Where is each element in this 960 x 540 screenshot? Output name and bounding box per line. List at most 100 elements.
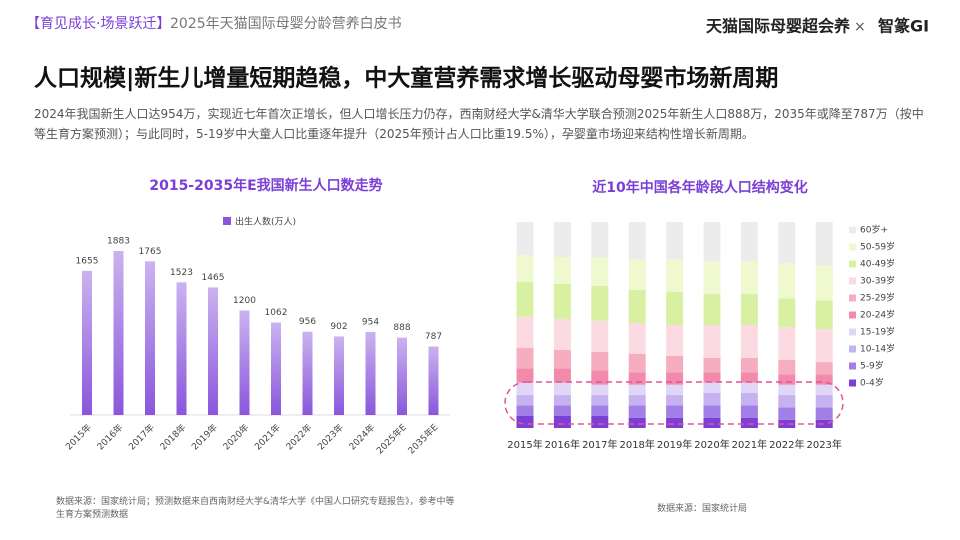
bar: [428, 346, 439, 415]
x-tick-label: 2024年: [346, 421, 377, 452]
bar-segment: [628, 322, 646, 354]
value-label: 954: [362, 317, 379, 327]
bar-segment: [553, 368, 571, 383]
bar: [302, 331, 313, 415]
bar-segment: [516, 382, 534, 396]
value-label: 1655: [76, 256, 99, 266]
x-tick-label: 2021年: [732, 438, 767, 451]
bar-segment: [666, 405, 684, 418]
bar-segment: [778, 222, 796, 264]
bar-segment: [553, 382, 571, 396]
page-title: 人口规模|新生儿增量短期趋稳，中大童营养需求增长驱动母婴市场新周期: [34, 65, 778, 92]
bar-segment: [516, 222, 534, 255]
value-label: 1062: [265, 308, 288, 318]
bar-segment: [628, 417, 646, 428]
bar-segment: [666, 325, 684, 356]
value-label: 787: [425, 332, 442, 342]
bar: [365, 331, 376, 415]
bar-segment: [628, 405, 646, 418]
bar-segment: [815, 384, 833, 396]
source: 数据来源：国家统计局；预测数据来自西南财经大学&清华大学《中国人口研究专题报告》…: [56, 497, 455, 520]
bar-segment: [591, 285, 609, 321]
chart-title: 2015-2035年E我国新生人口数走势: [149, 177, 382, 194]
x-tick-label: 2021年: [252, 421, 283, 452]
bar-segment: [703, 417, 721, 428]
bar-segment: [778, 374, 796, 385]
x-tick-label: 2017年: [126, 421, 157, 452]
x-tick-label: 2015年: [507, 438, 542, 451]
bar-segment: [815, 362, 833, 375]
legend-swatch: [849, 362, 856, 370]
legend-swatch: [849, 311, 856, 319]
bar-segment: [703, 405, 721, 418]
bar-segment: [628, 289, 646, 323]
x-tick-label: 2016年: [94, 421, 125, 452]
legend-label: 0-4岁: [860, 377, 884, 389]
bar-segment: [778, 384, 796, 396]
bar-segment: [666, 292, 684, 325]
bar: [397, 337, 407, 415]
bar: [271, 322, 281, 415]
legend-swatch: [849, 345, 856, 353]
bar-segment: [740, 261, 758, 295]
legend-label: 40-49岁: [860, 258, 895, 270]
bar-segment: [815, 265, 833, 301]
bar-segment: [553, 405, 571, 416]
bar-segment: [740, 382, 758, 393]
bar-segment: [666, 395, 684, 406]
bar-segment: [703, 261, 721, 295]
bar-segment: [666, 417, 684, 428]
legend-label: 25-29岁: [860, 292, 895, 304]
logo-partner: 智篆GI: [878, 17, 929, 36]
value-label: 902: [330, 322, 347, 332]
bar-segment: [778, 360, 796, 375]
logo-brand: 天猫国际母婴超会养: [706, 17, 851, 36]
bar-segment: [703, 392, 721, 406]
x-tick-label: 2035年E: [405, 421, 440, 456]
x-tick-label: 2019年: [657, 438, 692, 451]
bar-segment: [703, 325, 721, 358]
highlight-ring: [504, 381, 844, 425]
legend-label: 出生人数(万人): [235, 216, 296, 228]
legend-swatch: [849, 277, 856, 285]
bar-segment: [591, 370, 609, 385]
bar-segment: [778, 263, 796, 299]
value-label: 1465: [202, 273, 225, 283]
legend-label: 5-9岁: [860, 360, 884, 372]
legend-swatch: [223, 217, 231, 225]
legend-label: 10-14岁: [860, 343, 895, 355]
legend-swatch: [849, 379, 856, 387]
bar-segment: [628, 353, 646, 373]
x-tick-label: 2023年: [315, 421, 346, 452]
x-tick-label: 2020年: [694, 438, 729, 451]
bar-segment: [740, 325, 758, 358]
bar-segment: [628, 222, 646, 260]
bar-segment: [628, 384, 646, 396]
bar-segment: [740, 392, 758, 406]
bar-segment: [553, 283, 571, 319]
legend-swatch: [849, 328, 856, 336]
bar-segment: [666, 222, 684, 260]
bar-segment: [778, 327, 796, 361]
bar-segment: [591, 395, 609, 406]
bar-segment: [740, 294, 758, 325]
header-tag: 【育见成长·场景跃迁】: [26, 16, 170, 32]
x-tick-label: 2025年E: [374, 421, 409, 456]
x-tick-label: 2020年: [220, 421, 251, 452]
bar: [82, 270, 92, 415]
legend-label: 30-39岁: [860, 275, 895, 287]
bar-segment: [815, 300, 833, 330]
value-label: 888: [393, 323, 410, 333]
x-tick-label: 2015年: [63, 421, 94, 452]
bar-segment: [591, 405, 609, 416]
bar-segment: [516, 281, 534, 317]
bar-segment: [778, 419, 796, 428]
bar-segment: [553, 395, 571, 406]
x-tick-label: 2018年: [619, 438, 654, 451]
bar-segment: [778, 395, 796, 408]
bar-segment: [815, 222, 833, 266]
bar-segment: [516, 368, 534, 383]
bar-segment: [703, 357, 721, 373]
